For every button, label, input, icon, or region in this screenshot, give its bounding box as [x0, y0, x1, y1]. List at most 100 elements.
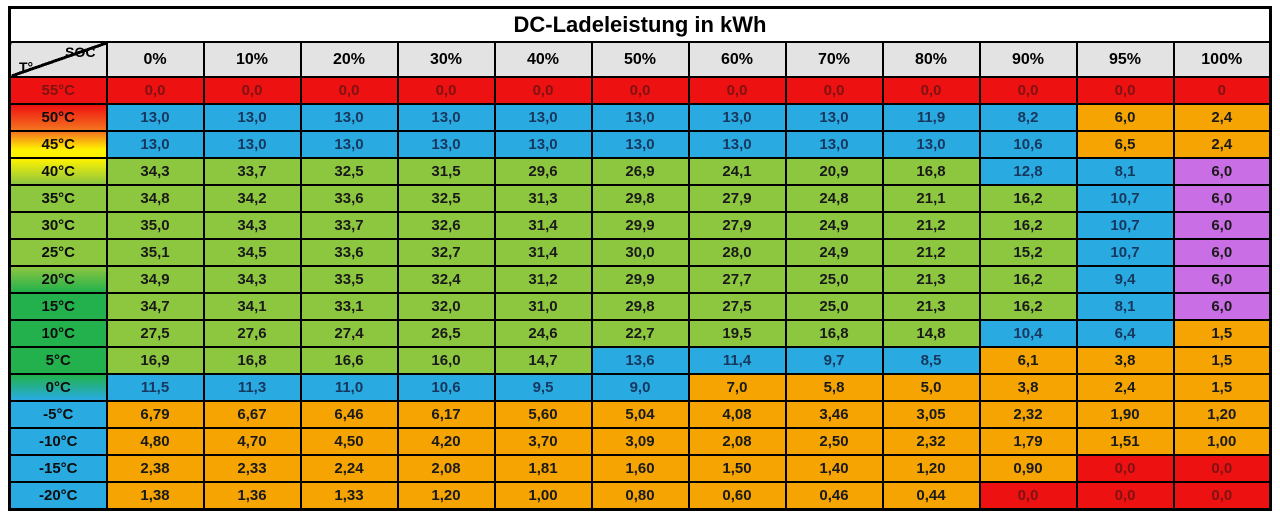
- value-cell: 5,8: [784, 373, 884, 402]
- value-cell: 6,0: [1172, 211, 1272, 240]
- value-cell: 13,0: [396, 130, 496, 159]
- value-cell: 13,0: [881, 130, 981, 159]
- value-cell: 27,5: [687, 292, 787, 321]
- value-cell: 24,9: [784, 238, 884, 267]
- value-cell: 34,5: [202, 238, 302, 267]
- value-cell: 13,0: [202, 130, 302, 159]
- value-cell: 13,0: [105, 130, 205, 159]
- value-cell: 32,4: [396, 265, 496, 294]
- value-cell: 1,5: [1172, 346, 1272, 375]
- value-cell: 21,1: [881, 184, 981, 213]
- col-header-20pct: 20%: [299, 41, 399, 78]
- table-row: 30°C 35,0 34,3 33,7 32,6 31,4 29,9 27,9 24,9 21,2…: [8, 211, 1272, 240]
- value-cell: 2,4: [1172, 103, 1272, 132]
- col-header-95pct: 95%: [1075, 41, 1175, 78]
- value-cell: 9,0: [590, 373, 690, 402]
- value-cell: 0,90: [978, 454, 1078, 483]
- row-header: 25°C: [8, 238, 108, 267]
- table-row: 15°C 34,7 34,1 33,1 32,0 31,0 29,8 27,5 25,0 21,3…: [8, 292, 1272, 321]
- value-cell: 6,79: [105, 400, 205, 429]
- value-cell: 0,0: [978, 76, 1078, 105]
- value-cell: 1,00: [1172, 427, 1272, 456]
- value-cell: 1,5: [1172, 373, 1272, 402]
- value-cell: 2,38: [105, 454, 205, 483]
- value-cell: 1,81: [493, 454, 593, 483]
- value-cell: 0,0: [784, 76, 884, 105]
- row-header: -15°C: [8, 454, 108, 483]
- value-cell: 34,3: [105, 157, 205, 186]
- value-cell: 33,6: [299, 238, 399, 267]
- value-cell: 15,2: [978, 238, 1078, 267]
- value-cell: 13,0: [590, 130, 690, 159]
- value-cell: 2,32: [881, 427, 981, 456]
- value-cell: 34,3: [202, 211, 302, 240]
- value-cell: 9,7: [784, 346, 884, 375]
- value-cell: 6,0: [1075, 103, 1175, 132]
- value-cell: 0,46: [784, 481, 884, 511]
- heatmap-table: DC-Ladeleistung in kWh SOC T° 0% 10% 20% 30…: [8, 6, 1272, 511]
- value-cell: 33,5: [299, 265, 399, 294]
- table-row: 35°C 34,8 34,2 33,6 32,5 31,3 29,8 27,9 24,8 21,1…: [8, 184, 1272, 213]
- value-cell: 22,7: [590, 319, 690, 348]
- value-cell: 0,0: [881, 76, 981, 105]
- value-cell: 6,0: [1172, 265, 1272, 294]
- value-cell: 26,9: [590, 157, 690, 186]
- value-cell: 32,7: [396, 238, 496, 267]
- value-cell: 10,7: [1075, 238, 1175, 267]
- value-cell: 11,5: [105, 373, 205, 402]
- value-cell: 16,8: [881, 157, 981, 186]
- value-cell: 0,44: [881, 481, 981, 511]
- value-cell: 34,3: [202, 265, 302, 294]
- value-cell: 6,0: [1172, 292, 1272, 321]
- table-row: 5°C 16,9 16,8 16,6 16,0 14,7 13,6 11,4 9,7 8,5 6,1…: [8, 346, 1272, 375]
- value-cell: 6,0: [1172, 184, 1272, 213]
- value-cell: 16,0: [396, 346, 496, 375]
- value-cell: 2,4: [1172, 130, 1272, 159]
- value-cell: 7,0: [687, 373, 787, 402]
- value-cell: 6,46: [299, 400, 399, 429]
- value-cell: 29,6: [493, 157, 593, 186]
- value-cell: 0,0: [1075, 454, 1175, 483]
- row-header: 30°C: [8, 211, 108, 240]
- value-cell: 31,2: [493, 265, 593, 294]
- value-cell: 0,0: [687, 76, 787, 105]
- value-cell: 5,0: [881, 373, 981, 402]
- value-cell: 29,8: [590, 292, 690, 321]
- value-cell: 13,0: [299, 130, 399, 159]
- table-row: 50°C 13,0 13,0 13,0 13,0 13,0 13,0 13,0 13,0 11,9…: [8, 103, 1272, 132]
- value-cell: 16,2: [978, 292, 1078, 321]
- table-row: 0°C 11,5 11,3 11,0 10,6 9,5 9,0 7,0 5,8 5,0 3,8 2,4…: [8, 373, 1272, 402]
- value-cell: 10,6: [396, 373, 496, 402]
- value-cell: 34,9: [105, 265, 205, 294]
- value-cell: 10,6: [978, 130, 1078, 159]
- row-header: 5°C: [8, 346, 108, 375]
- col-header-100pct: 100%: [1172, 41, 1272, 78]
- value-cell: 6,1: [978, 346, 1078, 375]
- table-title: DC-Ladeleistung in kWh: [8, 6, 1272, 43]
- value-cell: 24,9: [784, 211, 884, 240]
- table-row: 45°C 13,0 13,0 13,0 13,0 13,0 13,0 13,0 13,0 13,0…: [8, 130, 1272, 159]
- value-cell: 33,6: [299, 184, 399, 213]
- value-cell: 13,0: [687, 103, 787, 132]
- value-cell: 31,4: [493, 211, 593, 240]
- value-cell: 4,70: [202, 427, 302, 456]
- header-row: SOC T° 0% 10% 20% 30% 40% 50% 60% 70% 80% 90% 95% 1…: [8, 41, 1272, 78]
- value-cell: 16,6: [299, 346, 399, 375]
- value-cell: 13,0: [299, 103, 399, 132]
- value-cell: 0,0: [493, 76, 593, 105]
- value-cell: 27,9: [687, 211, 787, 240]
- table-row: -15°C 2,38 2,33 2,24 2,08 1,81 1,60 1,50 1,40 1,2…: [8, 454, 1272, 483]
- value-cell: 16,9: [105, 346, 205, 375]
- value-cell: 2,33: [202, 454, 302, 483]
- value-cell: 1,40: [784, 454, 884, 483]
- corner-soc-label: SOC: [65, 44, 96, 60]
- value-cell: 33,7: [202, 157, 302, 186]
- value-cell: 3,05: [881, 400, 981, 429]
- value-cell: 14,7: [493, 346, 593, 375]
- value-cell: 13,0: [687, 130, 787, 159]
- value-cell: 0,0: [590, 76, 690, 105]
- value-cell: 13,0: [493, 130, 593, 159]
- value-cell: 3,70: [493, 427, 593, 456]
- value-cell: 2,24: [299, 454, 399, 483]
